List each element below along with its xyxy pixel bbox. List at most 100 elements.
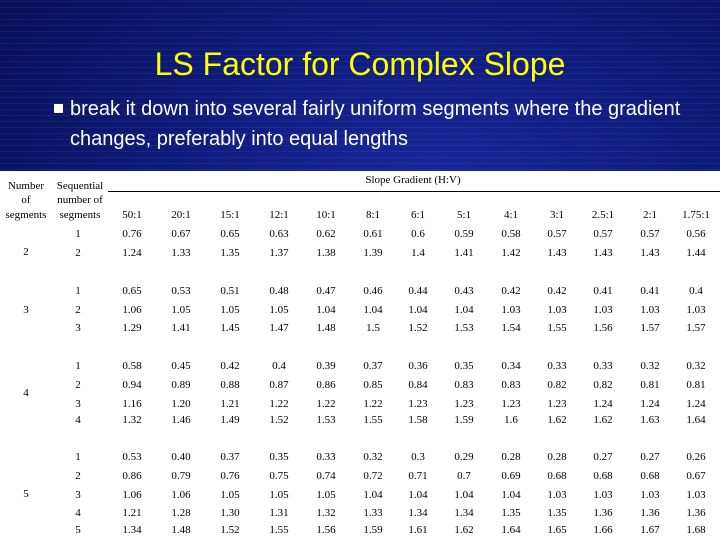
ls-factor-value: 1.57 — [686, 322, 706, 334]
ls-factor-value: 0.65 — [220, 228, 240, 240]
ls-factor-value: 1.52 — [408, 322, 428, 334]
background-texture — [0, 0, 720, 170]
segment-count-label: 5 — [23, 487, 29, 500]
header-slope-gradient: Slope Gradient (H:V) — [365, 174, 461, 186]
ls-factor-value: 1.24 — [640, 398, 660, 410]
ls-factor-value: 0.33 — [547, 360, 567, 372]
ls-factor-value: 1.33 — [363, 507, 383, 519]
sequence-number: 1 — [75, 228, 81, 240]
ls-factor-value: 0.42 — [547, 285, 567, 297]
ls-factor-value: 1.04 — [501, 489, 521, 501]
ls-factor-value: 1.4 — [411, 247, 425, 259]
ls-factor-value: 0.57 — [593, 228, 613, 240]
ls-factor-value: 0.51 — [220, 285, 240, 297]
ls-factor-value: 1.23 — [454, 398, 474, 410]
ls-factor-value: 1.34 — [408, 507, 428, 519]
sequence-number: 4 — [75, 414, 81, 426]
ls-factor-value: 1.22 — [316, 398, 336, 410]
ls-factor-value: 1.34 — [122, 524, 142, 536]
ls-factor-value: 0.29 — [454, 451, 474, 463]
ls-factor-value: 0.63 — [269, 228, 289, 240]
header-sequential-number: number of — [57, 194, 103, 206]
ls-factor-value: 1.23 — [501, 398, 521, 410]
header-sequential-number: segments — [59, 209, 101, 221]
ls-factor-value: 1.53 — [454, 322, 474, 334]
ls-factor-value: 1.22 — [269, 398, 289, 410]
gradient-column-header: 50:1 — [122, 209, 142, 221]
ls-factor-value: 1.06 — [122, 304, 142, 316]
ls-factor-value: 1.21 — [122, 507, 142, 519]
ls-factor-value: 1.06 — [171, 489, 191, 501]
ls-factor-value: 1.41 — [454, 247, 474, 259]
ls-factor-value: 1.37 — [269, 247, 289, 259]
ls-factor-value: 1.29 — [122, 322, 142, 334]
ls-factor-value: 1.24 — [593, 398, 613, 410]
gradient-column-header: 5:1 — [456, 209, 472, 221]
ls-factor-value: 1.38 — [316, 247, 336, 259]
ls-factor-value: 1.39 — [363, 247, 383, 259]
ls-factor-value: 1.32 — [316, 507, 336, 519]
gradient-column-header: 2.5:1 — [591, 209, 615, 221]
sequence-number: 1 — [75, 285, 81, 297]
ls-factor-value: 0.67 — [686, 470, 706, 482]
ls-factor-value: 1.36 — [640, 507, 660, 519]
ls-factor-value: 1.61 — [408, 524, 428, 536]
ls-factor-value: 0.82 — [547, 379, 567, 391]
gradient-column-header: 10:1 — [316, 209, 336, 221]
ls-factor-value: 0.32 — [686, 360, 706, 372]
ls-factor-value: 0.32 — [363, 451, 383, 463]
ls-factor-value: 1.45 — [220, 322, 240, 334]
sequence-number: 3 — [75, 398, 81, 410]
ls-factor-value: 1.36 — [593, 507, 613, 519]
ls-factor-value: 1.63 — [640, 414, 660, 426]
ls-factor-value: 0.27 — [593, 451, 613, 463]
ls-factor-value: 1.6 — [504, 414, 518, 426]
ls-factor-value: 0.76 — [122, 228, 142, 240]
sequence-number: 5 — [75, 524, 81, 536]
ls-factor-value: 0.28 — [501, 451, 521, 463]
ls-factor-value: 1.03 — [547, 304, 567, 316]
ls-factor-value: 1.05 — [171, 304, 191, 316]
sequence-number: 1 — [75, 451, 81, 463]
ls-factor-value: 0.74 — [316, 470, 336, 482]
header-number-of-segments: of — [21, 194, 31, 206]
ls-factor-value: 1.65 — [547, 524, 567, 536]
ls-factor-value: 0.85 — [363, 379, 383, 391]
ls-factor-value: 0.58 — [122, 360, 142, 372]
ls-factor-value: 1.23 — [408, 398, 428, 410]
ls-factor-value: 1.44 — [686, 247, 706, 259]
sequence-number: 2 — [75, 247, 81, 259]
ls-factor-value: 0.89 — [171, 379, 191, 391]
gradient-column-header: 15:1 — [220, 209, 240, 221]
ls-factor-value: 1.59 — [363, 524, 383, 536]
ls-factor-value: 1.48 — [171, 524, 191, 536]
sequence-number: 3 — [75, 489, 81, 501]
ls-factor-value: 0.72 — [363, 470, 383, 482]
ls-factor-value: 0.6 — [411, 228, 425, 240]
ls-factor-value: 0.57 — [640, 228, 660, 240]
sequence-number: 2 — [75, 470, 81, 482]
ls-factor-value: 0.4 — [689, 285, 703, 297]
ls-factor-value: 0.3 — [411, 451, 425, 463]
ls-factor-value: 0.45 — [171, 360, 191, 372]
ls-factor-value: 1.35 — [547, 507, 567, 519]
ls-factor-value: 0.53 — [171, 285, 191, 297]
ls-factor-value: 0.71 — [408, 470, 428, 482]
ls-factor-value: 1.43 — [640, 247, 660, 259]
ls-factor-value: 0.76 — [220, 470, 240, 482]
ls-factor-value: 1.54 — [501, 322, 521, 334]
ls-factor-value: 1.56 — [316, 524, 336, 536]
ls-factor-value: 1.62 — [547, 414, 567, 426]
ls-factor-value: 0.42 — [501, 285, 521, 297]
ls-factor-value: 0.33 — [593, 360, 613, 372]
ls-factor-value: 1.04 — [454, 304, 474, 316]
ls-factor-value: 1.05 — [269, 489, 289, 501]
ls-factor-value: 1.04 — [363, 304, 383, 316]
gradient-column-header: 4:1 — [503, 209, 519, 221]
ls-factor-value: 1.22 — [363, 398, 383, 410]
ls-factor-value: 1.03 — [640, 304, 660, 316]
ls-factor-value: 1.03 — [640, 489, 660, 501]
ls-factor-value: 1.03 — [593, 489, 613, 501]
ls-factor-value: 0.32 — [640, 360, 660, 372]
ls-factor-value: 0.79 — [171, 470, 191, 482]
